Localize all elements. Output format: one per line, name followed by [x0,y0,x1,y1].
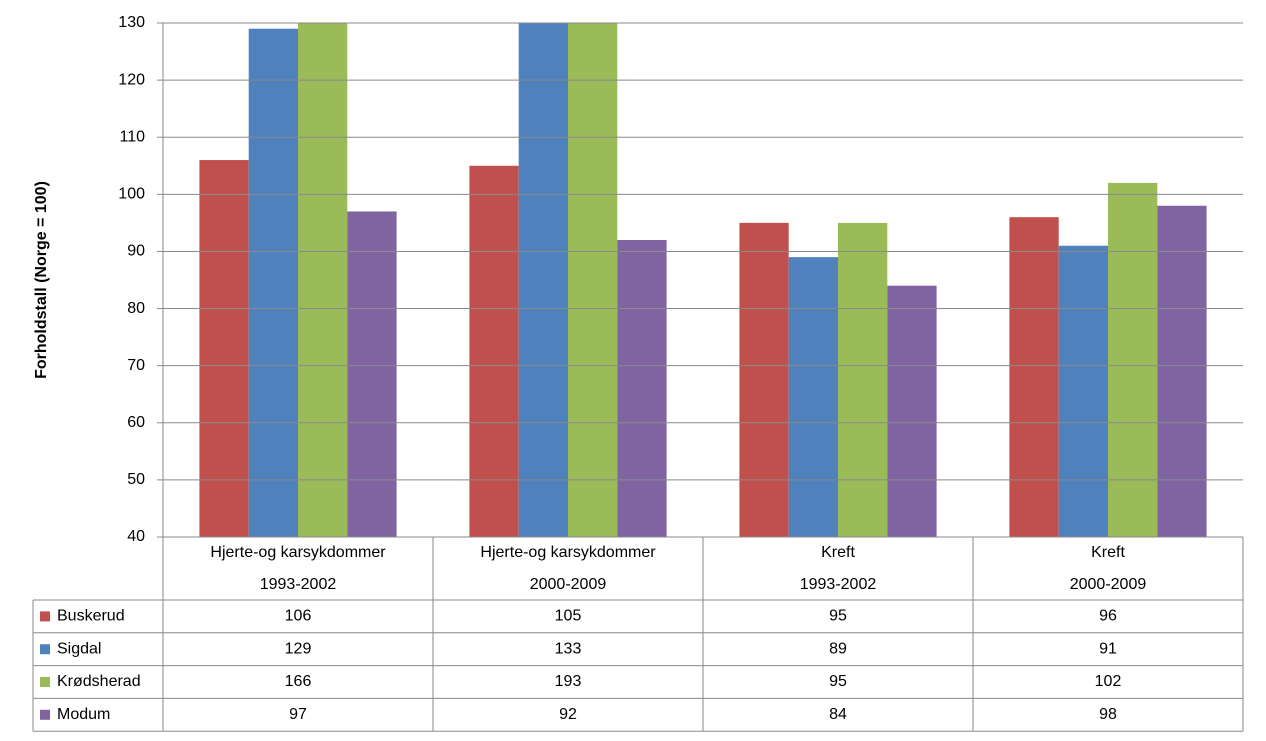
bar [469,165,519,537]
table-cell: 95 [829,673,847,690]
bar [568,23,618,537]
x-tick-label: Kreft [1091,544,1125,561]
y-tick-label: 50 [127,471,145,488]
x-tick-label: Hjerte-og karsykdommer [480,544,656,561]
y-tick-label: 80 [127,300,145,317]
y-tick-label: 60 [127,414,145,431]
y-tick-label: 130 [118,14,145,31]
legend-swatch [40,611,50,622]
x-tick-label: 2000-2009 [1070,576,1147,593]
table-cell: 106 [285,608,312,625]
x-tick-label: Kreft [821,544,855,561]
bar [518,23,568,537]
legend-label: Modum [57,706,110,723]
y-tick-label: 110 [119,128,145,145]
legend-label: Krødsherad [57,673,141,690]
bar [298,23,348,537]
y-tick-label: 100 [118,186,145,203]
y-tick-label: 90 [127,243,145,260]
x-tick-label: Hjerte-og karsykdommer [210,544,386,561]
table-cell: 92 [559,706,577,723]
bar [788,257,838,537]
y-axis-label: Forholdstall (Norge = 100) [33,181,50,379]
legend-swatch [40,677,50,687]
table-cell: 84 [829,706,847,723]
legend-label: Buskerud [57,608,125,625]
legend-label: Sigdal [57,640,101,657]
plot-area [199,23,1207,537]
table-cell: 97 [289,706,307,723]
legend-swatch [40,709,50,720]
bar [887,285,937,537]
bar [347,211,397,537]
bar [838,222,888,537]
x-tick-label: 1993-2002 [260,576,337,593]
y-tick-label: 70 [127,357,145,374]
bar [1157,205,1207,537]
table-cell: 129 [285,640,312,657]
bar [617,240,667,537]
table-cell: 91 [1099,640,1117,657]
x-tick-label: 2000-2009 [530,576,607,593]
table-cell: 166 [285,673,312,690]
y-tick-label: 40 [127,528,145,545]
x-tick-label: 1993-2002 [800,576,877,593]
y-tick-label: 120 [118,71,145,88]
table-cell: 133 [555,640,582,657]
table-cell: 95 [829,608,847,625]
table-cell: 102 [1095,673,1122,690]
bar [199,160,249,537]
table-cell: 193 [555,673,582,690]
bar [1058,245,1108,537]
bar [248,28,298,537]
table-cell: 89 [829,640,847,657]
table-cell: 105 [555,608,582,625]
table-cell: 98 [1099,706,1117,723]
bar [1009,217,1059,537]
bar [739,222,789,537]
bar [1108,182,1158,537]
table-cell: 96 [1099,608,1117,625]
legend-swatch [40,644,50,655]
